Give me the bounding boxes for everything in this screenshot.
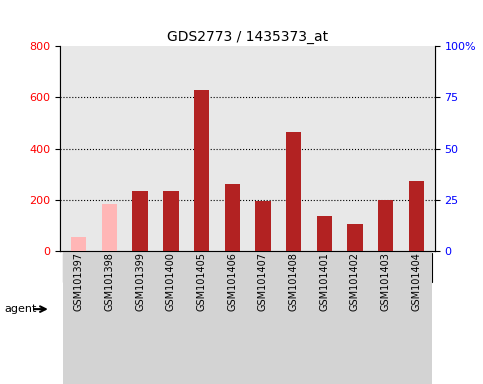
Bar	[340, 251, 370, 384]
Bar	[225, 184, 240, 251]
Bar	[186, 251, 217, 384]
Bar	[286, 132, 301, 251]
Bar	[370, 251, 401, 384]
Bar	[71, 237, 86, 251]
FancyBboxPatch shape	[63, 253, 186, 281]
Bar	[248, 251, 278, 384]
Text: value, Detection Call = ABSENT: value, Detection Call = ABSENT	[86, 318, 252, 328]
Bar	[401, 251, 432, 384]
Bar	[378, 200, 393, 251]
Bar	[278, 251, 309, 384]
Title: GDS2773 / 1435373_at: GDS2773 / 1435373_at	[167, 30, 328, 44]
FancyBboxPatch shape	[309, 253, 432, 281]
Bar	[94, 251, 125, 384]
Bar	[347, 224, 363, 251]
Bar	[217, 251, 248, 384]
Text: count: count	[86, 285, 116, 295]
Text: rank, Detection Call = ABSENT: rank, Detection Call = ABSENT	[86, 334, 247, 344]
Bar	[309, 251, 340, 384]
Bar	[63, 251, 94, 384]
Bar	[255, 201, 270, 251]
Text: soluble TNF: soluble TNF	[215, 262, 280, 272]
Bar	[163, 191, 179, 251]
Bar	[132, 191, 148, 251]
Text: transmembrane TNF: transmembrane TNF	[313, 262, 428, 272]
Bar	[125, 251, 156, 384]
Bar	[409, 180, 424, 251]
Bar	[156, 251, 186, 384]
Bar	[102, 204, 117, 251]
Bar	[194, 89, 209, 251]
Bar	[316, 217, 332, 251]
Text: percentile rank within the sample: percentile rank within the sample	[86, 301, 262, 312]
Text: control: control	[105, 262, 144, 272]
FancyBboxPatch shape	[186, 253, 309, 281]
Text: agent: agent	[5, 304, 37, 314]
